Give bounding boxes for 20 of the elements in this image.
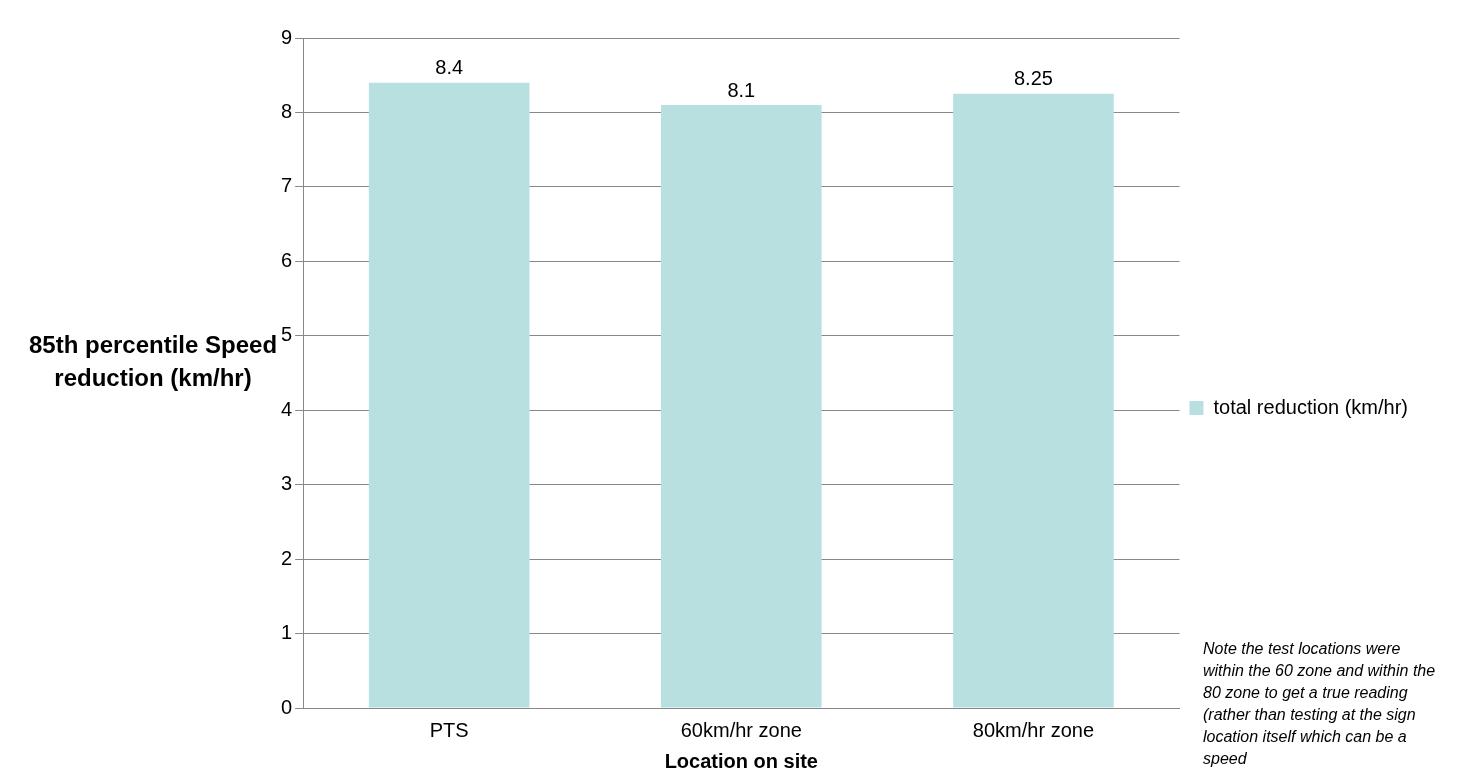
y-tick-label: 5	[281, 323, 293, 346]
y-tick-label: 7	[281, 174, 293, 197]
y-tick-label: 3	[281, 472, 293, 495]
y-tick-label: 2	[281, 546, 293, 569]
y-tick-label: 1	[281, 621, 293, 644]
y-tick-label: 0	[281, 695, 293, 718]
y-tick-label: 6	[281, 248, 293, 271]
data-label: 8.4	[435, 56, 464, 79]
x-tick-label: PTS	[429, 718, 469, 741]
data-label: 8.25	[1013, 67, 1053, 90]
legend-label: total reduction (km/hr)	[1213, 395, 1408, 418]
y-tick-label: 8	[281, 99, 293, 122]
y-tick-label: 4	[281, 397, 293, 420]
y-tick-label: 9	[281, 25, 293, 48]
data-label: 8.1	[727, 78, 756, 101]
y-axis-title: 85th percentile Speed reduction (km/hr)	[28, 330, 278, 393]
text: Note the test locations were within the 60 zone and within the 80 zone to get a true reading (rather than testing at the sign location itself which can be a speed	[1203, 639, 1437, 769]
x-axis-title: Location on site	[664, 749, 818, 772]
x-tick-label: 80km/hr zone	[972, 718, 1095, 741]
x-tick-label: 60km/hr zone	[680, 718, 802, 741]
